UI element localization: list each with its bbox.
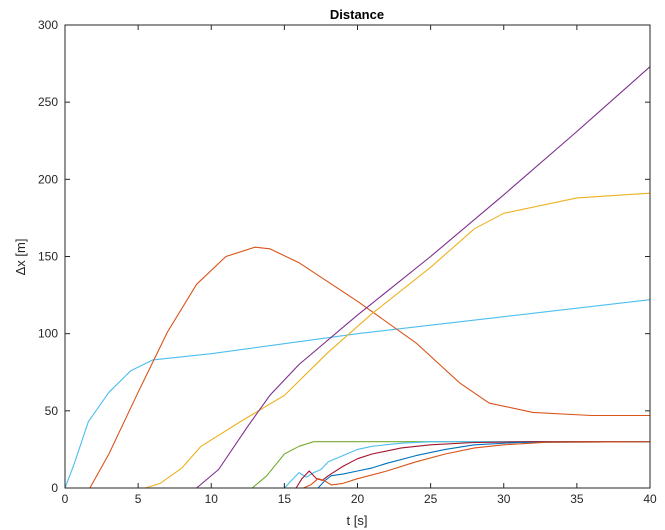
plot-area: 0 5 10 15 20 25 30 35 40 0 50 100 150 200 250 300 <box>38 18 657 506</box>
x-tick-label-3: 10 <box>205 492 219 506</box>
y-tick-label-2: 50 <box>45 404 59 418</box>
series-line-8 <box>317 441 651 489</box>
y-tick-label-1: 0 <box>51 481 58 495</box>
x-tick-label-6: 25 <box>424 492 438 506</box>
plot-background <box>65 25 650 488</box>
series-line-2 <box>65 246 650 489</box>
x-tick-label-9: 40 <box>643 492 657 506</box>
x-tick-label-7: 30 <box>497 492 511 506</box>
x-tick-label-2: 5 <box>135 492 142 506</box>
series-line-6 <box>283 441 650 489</box>
y-tick-label-7: 300 <box>38 18 58 32</box>
series-line-4 <box>65 66 651 489</box>
y-tick-label-4: 150 <box>38 250 58 264</box>
x-tick-label-8: 35 <box>570 492 584 506</box>
series-line-7 <box>295 441 650 489</box>
ticks-layer: 0 5 10 15 20 25 30 35 40 0 50 100 150 200 250 300 <box>38 18 657 506</box>
series-line-9 <box>303 441 651 489</box>
y-tick-label-5: 200 <box>38 172 58 186</box>
series-line-3 <box>65 192 651 489</box>
series-line-1 <box>64 299 651 489</box>
x-axis-label: t [s] <box>347 513 368 528</box>
chart-title: Distance <box>330 7 384 22</box>
y-tick-label-6: 250 <box>38 95 58 109</box>
x-tick-label-4: 15 <box>278 492 292 506</box>
y-tick-label-3: 100 <box>38 327 58 341</box>
x-tick-label-1: 0 <box>62 492 69 506</box>
x-tick-label-5: 20 <box>351 492 365 506</box>
y-axis-label: Δx [m] <box>13 239 28 276</box>
